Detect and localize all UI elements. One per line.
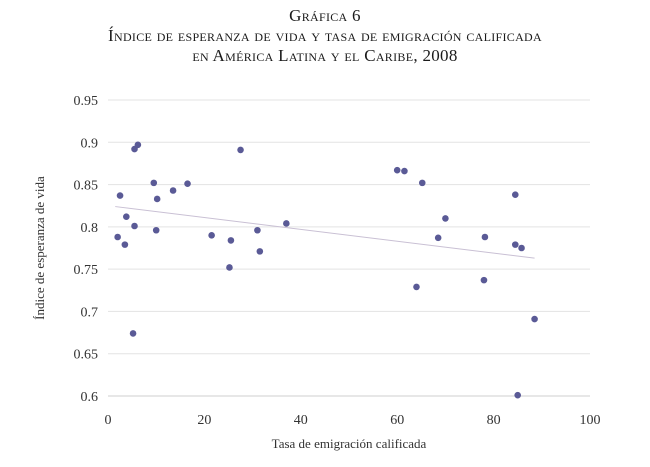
y-tick-label: 0.6	[81, 390, 99, 405]
data-point	[129, 330, 137, 337]
data-point	[393, 166, 401, 174]
data-point	[114, 233, 121, 241]
data-point	[514, 391, 521, 399]
data-point	[434, 234, 442, 242]
data-point	[123, 213, 130, 221]
trendline	[115, 206, 535, 259]
data-point	[131, 222, 138, 230]
x-tick-label: 40	[294, 413, 308, 428]
y-tick-labels: 0.6 0.65 0.7 0.75 0.8 0.85 0.9 0.95	[74, 94, 99, 405]
x-axis-label: Tasa de emigración calificada	[272, 436, 427, 451]
data-point	[413, 283, 420, 291]
y-tick-label: 0.85	[74, 179, 99, 194]
trendline-group	[115, 206, 535, 259]
data-point	[531, 315, 538, 323]
y-tick-label: 0.9	[81, 136, 99, 151]
x-tick-label: 80	[487, 413, 501, 428]
data-point	[511, 241, 519, 248]
data-point	[518, 244, 525, 252]
data-point	[256, 248, 264, 255]
y-tick-label: 0.75	[74, 263, 99, 278]
data-point	[237, 146, 244, 154]
data-point	[254, 226, 261, 234]
data-point	[227, 237, 235, 244]
x-tick-label: 0	[105, 413, 112, 428]
gridlines	[108, 99, 590, 355]
data-point	[150, 179, 158, 187]
data-point	[481, 233, 489, 241]
data-point	[283, 220, 290, 227]
data-point	[169, 187, 177, 194]
data-point	[116, 192, 124, 199]
data-point	[442, 215, 449, 222]
y-tick-label: 0.8	[81, 221, 99, 236]
data-point	[153, 195, 161, 203]
y-tick-label: 0.95	[74, 94, 99, 109]
data-point	[121, 241, 129, 248]
data-point	[184, 180, 191, 188]
data-point	[208, 232, 215, 239]
y-tick-label: 0.7	[81, 305, 99, 320]
chart-title-line-2: Índice de esperanza de vida y tasa de em…	[108, 26, 542, 45]
data-point	[401, 167, 408, 175]
x-tick-label: 20	[197, 413, 211, 428]
data-point	[226, 264, 233, 271]
chart-title-line-3: en América Latina y el Caribe, 2008	[192, 46, 458, 65]
data-point	[511, 191, 519, 199]
x-tick-labels: 0 20 40 60 80 100	[105, 413, 601, 428]
chart-title-line-1: Gráfica 6	[289, 6, 361, 25]
data-points	[114, 141, 538, 399]
data-point	[134, 141, 142, 149]
data-point	[480, 276, 488, 284]
y-tick-label: 0.65	[74, 348, 99, 363]
x-tick-label: 100	[580, 413, 601, 428]
data-point	[152, 226, 160, 234]
y-axis-label: Índice de esperanza de vida	[32, 176, 47, 320]
chart-title: Gráfica 6 Índice de esperanza de vida y …	[0, 6, 650, 66]
data-point	[418, 179, 426, 187]
x-tick-label: 60	[390, 413, 404, 428]
